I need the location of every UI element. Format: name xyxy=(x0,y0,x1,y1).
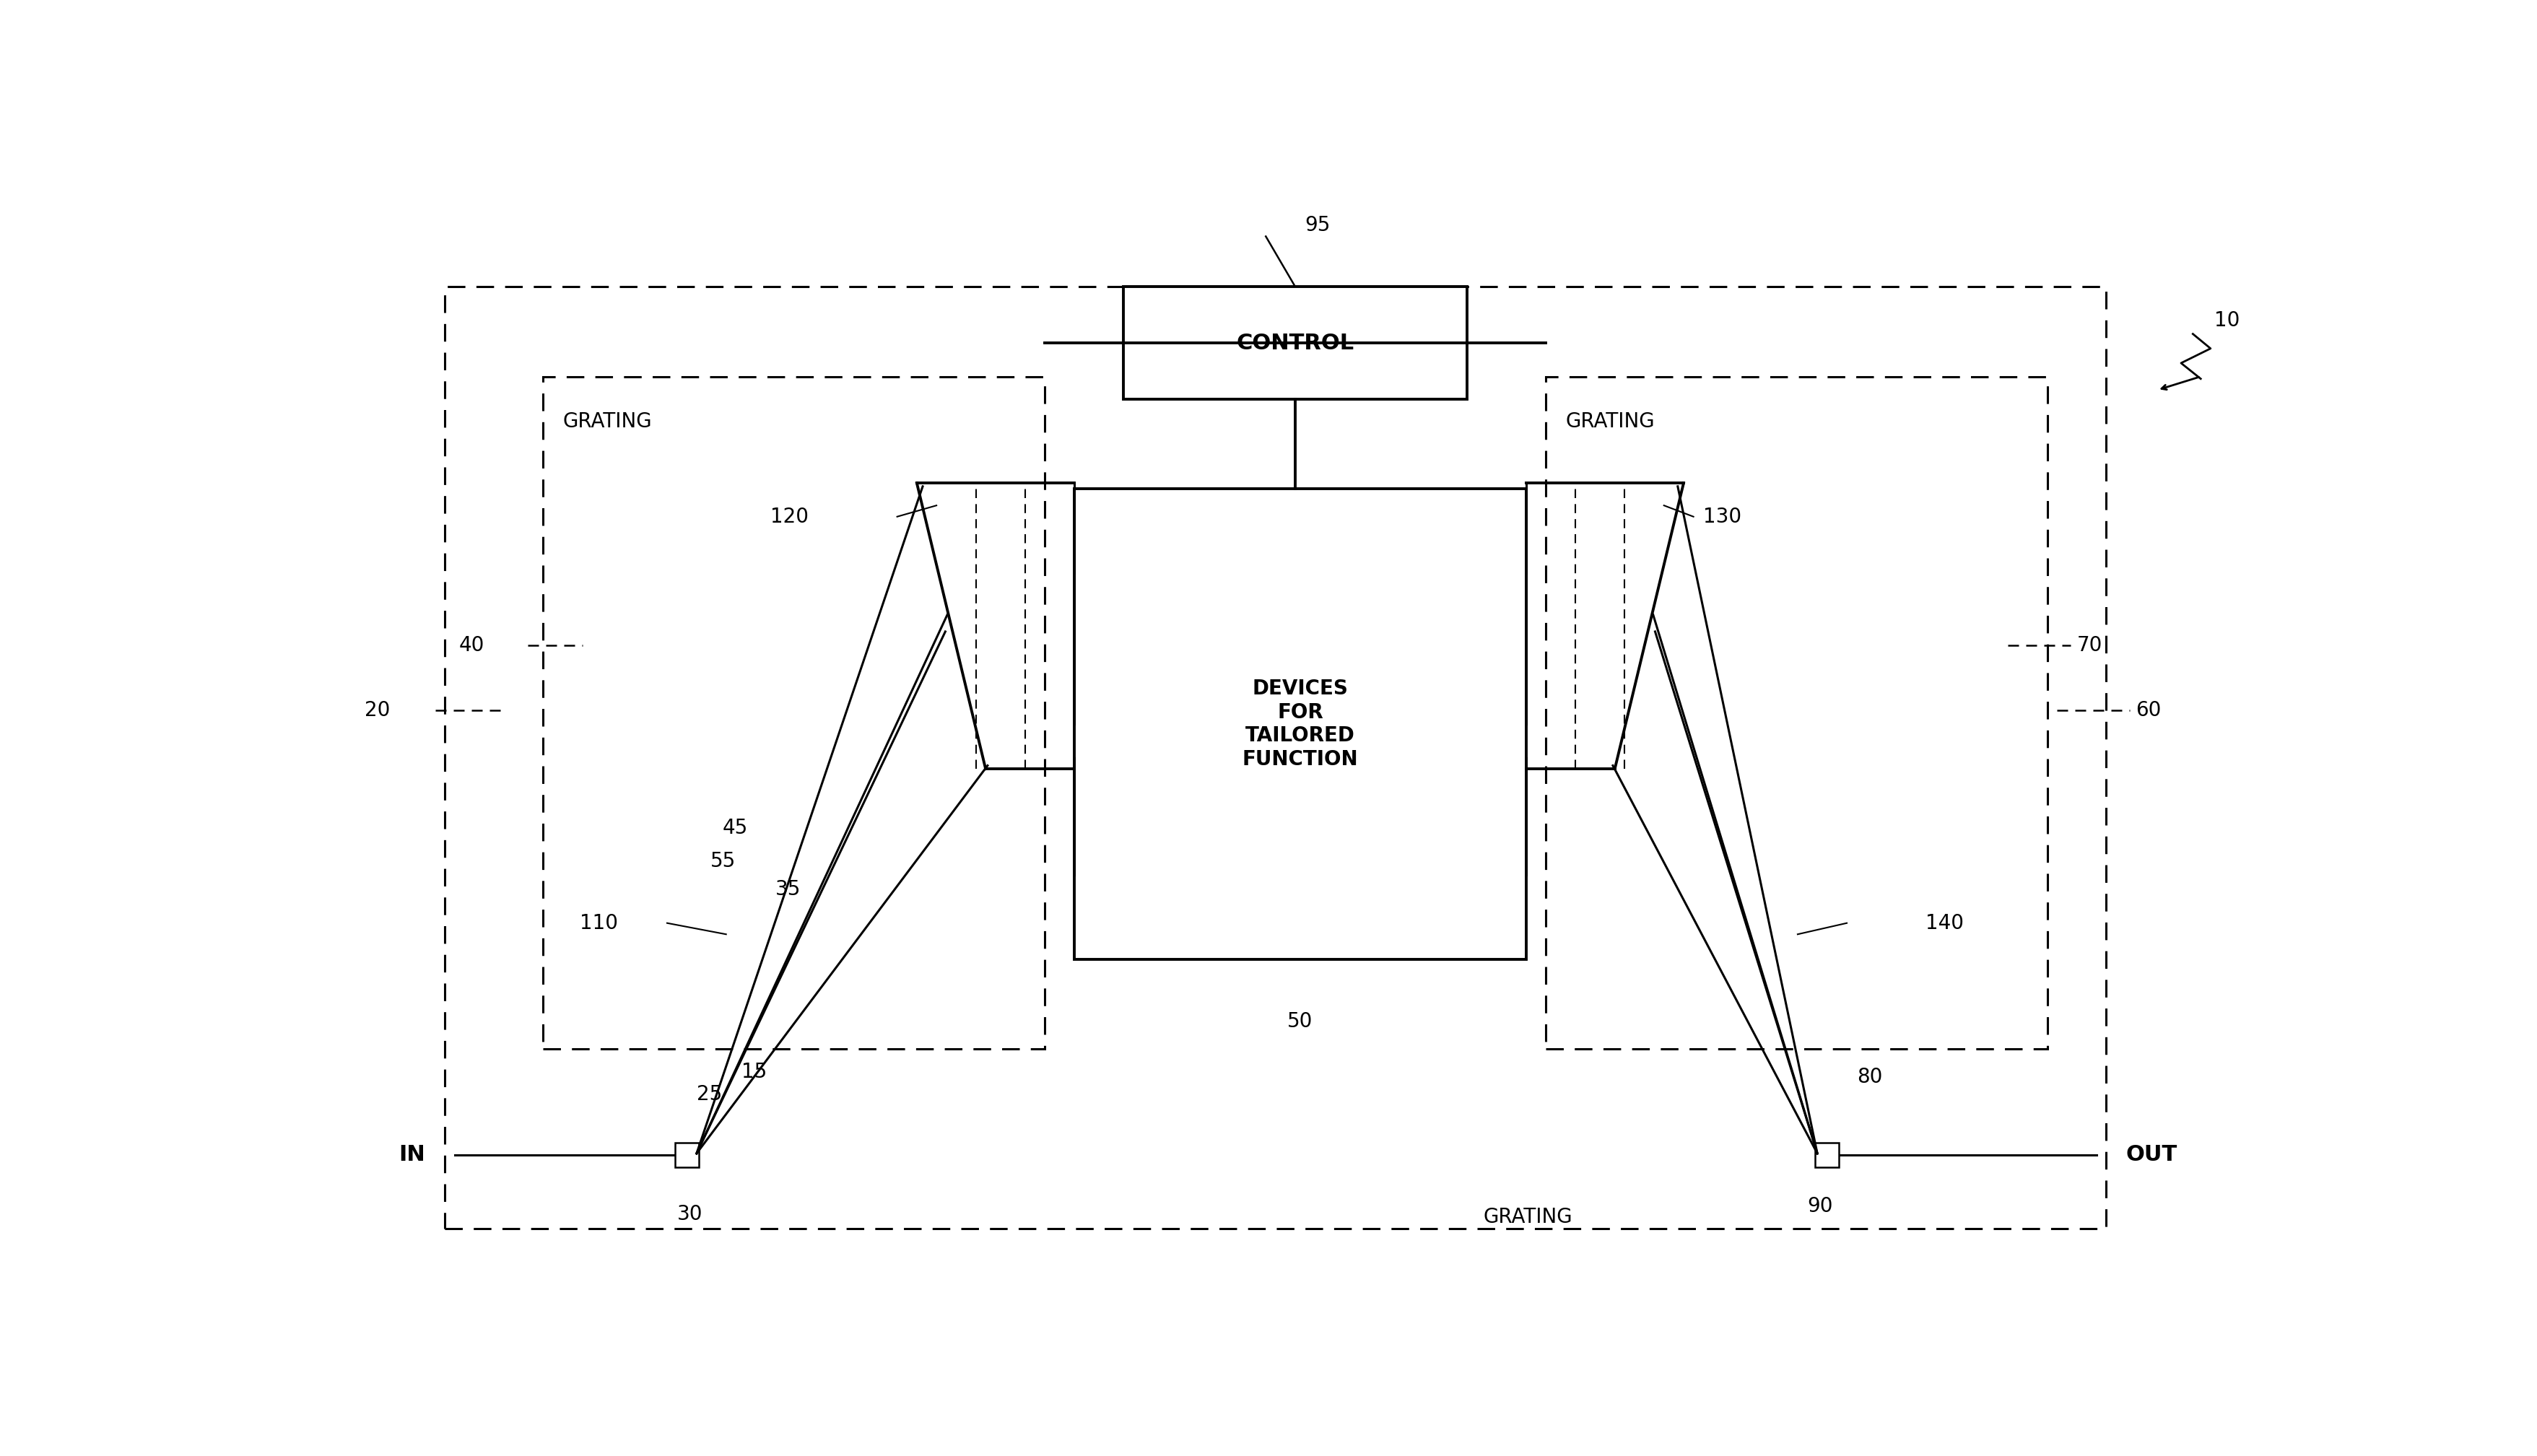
Text: 110: 110 xyxy=(578,913,619,933)
Text: 95: 95 xyxy=(1304,215,1332,236)
Text: GRATING: GRATING xyxy=(1484,1207,1573,1227)
Text: 90: 90 xyxy=(1806,1195,1834,1216)
Text: GRATING: GRATING xyxy=(1565,411,1654,431)
Text: 30: 30 xyxy=(677,1204,703,1224)
Text: 120: 120 xyxy=(771,507,809,527)
Text: 20: 20 xyxy=(365,700,391,721)
Text: 25: 25 xyxy=(698,1083,723,1104)
Text: 50: 50 xyxy=(1286,1010,1314,1031)
Text: 130: 130 xyxy=(1702,507,1740,527)
Text: 10: 10 xyxy=(2215,310,2240,331)
Text: 45: 45 xyxy=(723,818,748,837)
Text: 15: 15 xyxy=(741,1061,766,1082)
Text: IN: IN xyxy=(398,1144,426,1165)
Polygon shape xyxy=(1073,489,1527,960)
Text: 55: 55 xyxy=(710,852,736,872)
Text: DEVICES
FOR
TAILORED
FUNCTION: DEVICES FOR TAILORED FUNCTION xyxy=(1243,678,1357,769)
Text: 70: 70 xyxy=(2078,635,2103,655)
Text: OUT: OUT xyxy=(2126,1144,2177,1165)
Text: 40: 40 xyxy=(459,635,485,655)
Text: GRATING: GRATING xyxy=(563,411,652,431)
Polygon shape xyxy=(675,1143,698,1166)
Text: 35: 35 xyxy=(776,879,802,900)
Text: 80: 80 xyxy=(1857,1067,1882,1088)
Text: 60: 60 xyxy=(2136,700,2162,721)
Polygon shape xyxy=(1124,287,1466,399)
Text: CONTROL: CONTROL xyxy=(1236,332,1355,354)
Text: 140: 140 xyxy=(1926,913,1964,933)
Polygon shape xyxy=(1816,1143,1839,1166)
